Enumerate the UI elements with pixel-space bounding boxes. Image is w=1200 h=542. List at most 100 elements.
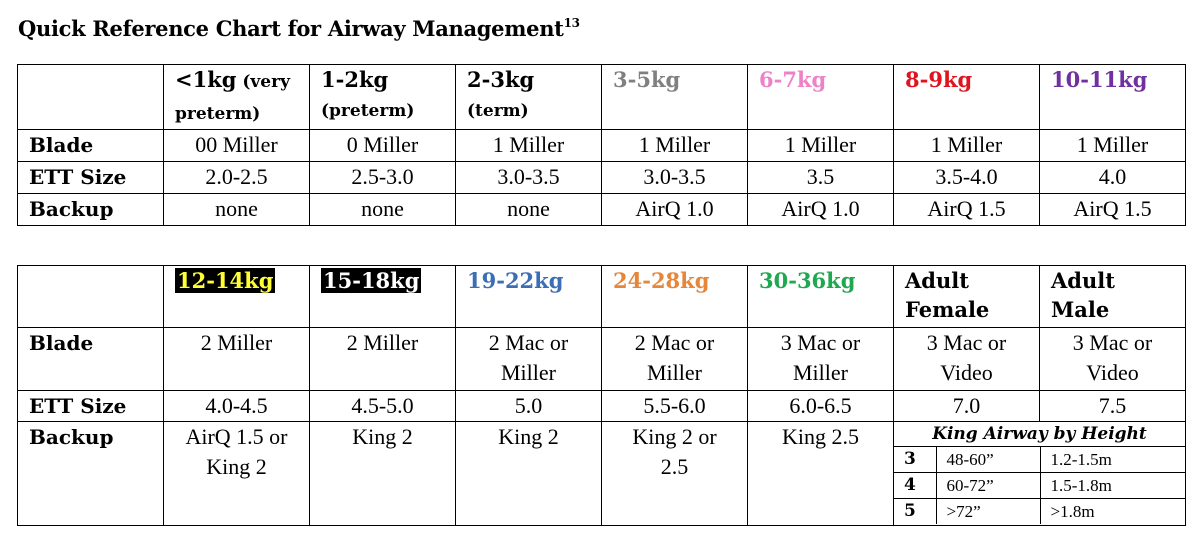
cell-line: AirQ 1.5 or bbox=[185, 424, 288, 449]
table-cell: 3.0-3.5 bbox=[455, 161, 602, 194]
row-label: Backup bbox=[17, 193, 164, 226]
header-sub: (very bbox=[236, 72, 290, 92]
header-row: <1kg (very preterm) 1-2kg (preterm) 2-3kg (… bbox=[17, 64, 1186, 130]
table-cell: 6.0-6.5 bbox=[747, 390, 894, 422]
table-cell: 1 Miller bbox=[455, 129, 602, 162]
header-line2: (preterm) bbox=[321, 101, 415, 121]
header-main: <1kg bbox=[175, 67, 237, 92]
table-cell: none bbox=[309, 193, 456, 226]
table-cell: 3.5-4.0 bbox=[893, 161, 1040, 194]
table-cell: King 2 or 2.5 bbox=[601, 421, 748, 526]
cell-line: King 2.5 bbox=[782, 424, 859, 449]
weight-header-2: 1-2kg (preterm) bbox=[309, 64, 456, 130]
title-footnote: 13 bbox=[563, 16, 580, 30]
header-main: 12-14kg bbox=[175, 268, 276, 293]
header-main: 30-36kg bbox=[759, 268, 856, 293]
table-cell: 1 Miller bbox=[1039, 129, 1186, 162]
cell-line: King 2 bbox=[352, 424, 413, 449]
cell-line: 3 Mac or bbox=[780, 330, 861, 355]
row-label: ETT Size bbox=[17, 161, 164, 194]
table-cell: 4.0 bbox=[1039, 161, 1186, 194]
cell-line: 3 Mac or bbox=[926, 330, 1007, 355]
header-line2: preterm) bbox=[175, 104, 261, 124]
table-cell: none bbox=[163, 193, 310, 226]
cell-line: 2 Mac or bbox=[634, 330, 715, 355]
header-line2: Female bbox=[905, 297, 990, 322]
header-main: 24-28kg bbox=[613, 268, 710, 293]
table-cell: AirQ 1.5 bbox=[1039, 193, 1186, 226]
weight-header-7: 10-11kg bbox=[1039, 64, 1186, 130]
table-cell: 2 Mac or Miller bbox=[455, 327, 602, 391]
table-row-blade: Blade 2 Miller 2 Miller 2 Mac or Miller 2… bbox=[17, 327, 1186, 391]
king-airway-table: 3 48-60” 1.2-1.5m 4 60-72” 1.5-1.8m 5 >7… bbox=[894, 446, 1185, 524]
cell-line: Miller bbox=[647, 360, 702, 385]
row-label: ETT Size bbox=[17, 390, 164, 422]
king-row: 4 60-72” 1.5-1.8m bbox=[894, 472, 1185, 499]
table-cell: King 2 bbox=[455, 421, 602, 526]
header-row: 12-14kg 15-18kg 19-22kg 24-28kg 30-36kg … bbox=[17, 265, 1186, 328]
header-main: 8-9kg bbox=[905, 67, 973, 92]
table-cell: 3 Mac or Video bbox=[893, 327, 1040, 391]
cell-line: King 2 bbox=[206, 454, 267, 479]
cell-line: Miller bbox=[501, 360, 556, 385]
cell-line: Miller bbox=[793, 360, 848, 385]
header-line2: (term) bbox=[467, 101, 529, 121]
king-airway-cell: King Airway by Height 3 48-60” 1.2-1.5m … bbox=[893, 421, 1186, 526]
header-main: 15-18kg bbox=[321, 268, 422, 293]
king-height: >72” bbox=[935, 498, 1041, 524]
table-cell: 5.0 bbox=[455, 390, 602, 422]
table-row-ett: ETT Size 2.0-2.5 2.5-3.0 3.0-3.5 3.0-3.5… bbox=[17, 161, 1186, 194]
weight-header-7: Adult Male bbox=[1039, 265, 1186, 328]
weight-header-3: 2-3kg (term) bbox=[455, 64, 602, 130]
weight-header-5: 6-7kg bbox=[747, 64, 894, 130]
king-height: 48-60” bbox=[935, 446, 1041, 473]
table-cell: 5.5-6.0 bbox=[601, 390, 748, 422]
table-cell: 0 Miller bbox=[309, 129, 456, 162]
weight-header-5: 30-36kg bbox=[747, 265, 894, 328]
table-cell: 3 Mac or Video bbox=[1039, 327, 1186, 391]
page-title: Quick Reference Chart for Airway Managem… bbox=[18, 16, 580, 41]
weight-header-4: 24-28kg bbox=[601, 265, 748, 328]
king-metric: >1.8m bbox=[1039, 498, 1185, 524]
king-size: 5 bbox=[894, 498, 937, 524]
table-cell: AirQ 1.5 or King 2 bbox=[163, 421, 310, 526]
weight-header-6: 8-9kg bbox=[893, 64, 1040, 130]
king-row: 5 >72” >1.8m bbox=[894, 498, 1185, 524]
king-airway-title: King Airway by Height bbox=[932, 424, 1147, 444]
weight-header-1: 12-14kg bbox=[163, 265, 310, 328]
cell-line: King 2 or bbox=[632, 424, 717, 449]
cell-line: 2.5 bbox=[660, 454, 689, 479]
king-size: 4 bbox=[894, 472, 937, 499]
corner-cell bbox=[17, 64, 164, 130]
row-label: Blade bbox=[17, 327, 164, 391]
cell-line: Video bbox=[940, 360, 993, 385]
weight-header-4: 3-5kg bbox=[601, 64, 748, 130]
header-main: 10-11kg bbox=[1051, 67, 1148, 92]
table-cell: 1 Miller bbox=[601, 129, 748, 162]
table-cell: 7.5 bbox=[1039, 390, 1186, 422]
king-row: 3 48-60” 1.2-1.5m bbox=[894, 446, 1185, 473]
row-label: Backup bbox=[17, 421, 164, 526]
header-main: Adult bbox=[1051, 268, 1115, 293]
header-main: 3-5kg bbox=[613, 67, 681, 92]
airway-table-infant: <1kg (very preterm) 1-2kg (preterm) 2-3kg (… bbox=[17, 64, 1186, 226]
title-text: Quick Reference Chart for Airway Managem… bbox=[18, 16, 564, 41]
table-cell: 2 Miller bbox=[163, 327, 310, 391]
cell-line: 2 Mac or bbox=[488, 330, 569, 355]
table-cell: 00 Miller bbox=[163, 129, 310, 162]
cell-line: King 2 bbox=[498, 424, 559, 449]
table-row-ett: ETT Size 4.0-4.5 4.5-5.0 5.0 5.5-6.0 6.0… bbox=[17, 390, 1186, 422]
row-label: Blade bbox=[17, 129, 164, 162]
table-row-backup: Backup AirQ 1.5 or King 2 King 2 King 2 K… bbox=[17, 421, 1186, 526]
cell-line: Video bbox=[1086, 360, 1139, 385]
table-cell: AirQ 1.5 bbox=[893, 193, 1040, 226]
header-main: 19-22kg bbox=[467, 268, 564, 293]
table-cell: King 2.5 bbox=[747, 421, 894, 526]
weight-header-3: 19-22kg bbox=[455, 265, 602, 328]
king-height: 60-72” bbox=[935, 472, 1041, 499]
weight-header-2: 15-18kg bbox=[309, 265, 456, 328]
header-line2: Male bbox=[1051, 297, 1110, 322]
table-cell: 4.0-4.5 bbox=[163, 390, 310, 422]
corner-cell bbox=[17, 265, 164, 328]
table-cell: 7.0 bbox=[893, 390, 1040, 422]
